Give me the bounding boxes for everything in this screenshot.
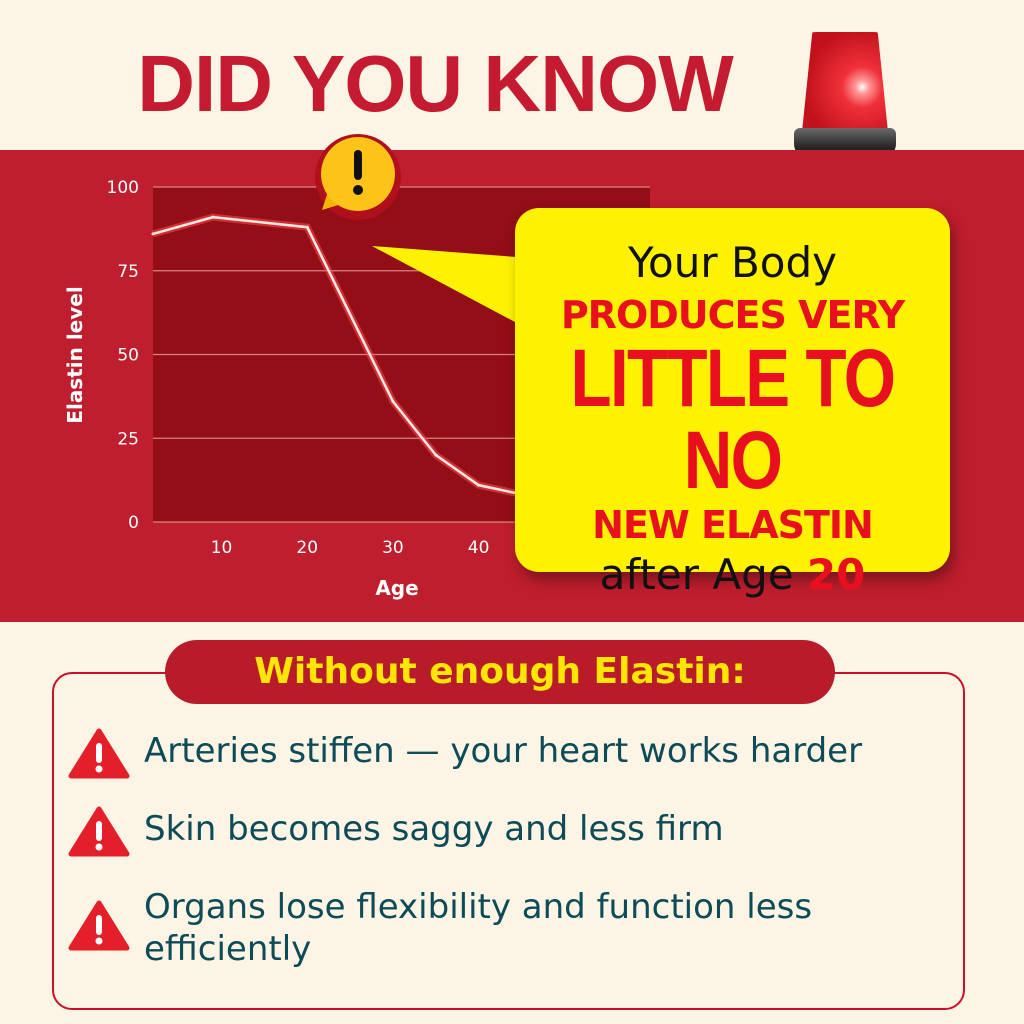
data-point [305, 225, 309, 229]
police-siren-icon [790, 28, 900, 160]
x-axis-label: Age [375, 576, 418, 600]
callout-line2: PRODUCES VERY [560, 293, 905, 337]
list-item-text: Skin becomes saggy and less firm [144, 809, 724, 849]
callout-line4: NEW ELASTIN [592, 503, 874, 547]
data-point [151, 232, 155, 236]
warning-triangle-icon [68, 900, 130, 951]
list-item-text: Arteries stiffen — your heart works hard… [144, 731, 863, 771]
exclamation-icon [315, 134, 401, 220]
warning-triangle-icon [68, 806, 130, 857]
list-item: Arteries stiffen — your heart works hard… [68, 728, 944, 780]
list-item-text: Organs lose flexibility and function les… [144, 887, 813, 969]
y-tick-label: 25 [117, 429, 139, 449]
callout-box: Your Body PRODUCES VERY LITTLE TO NO NEW… [515, 208, 950, 596]
list-item: Skin becomes saggy and less firm [68, 806, 944, 858]
y-axis-label: Elastin level [63, 286, 87, 423]
data-point [434, 453, 438, 457]
consequences-heading: Without enough Elastin: [165, 640, 835, 704]
y-tick-label: 50 [117, 346, 139, 366]
x-tick-label: 40 [468, 538, 490, 558]
callout-line1: Your Body [627, 238, 838, 287]
callout-age-number: 20 [806, 550, 866, 599]
x-tick-label: 30 [382, 538, 404, 558]
y-tick-label: 100 [107, 178, 139, 198]
callout-line3: LITTLE TO NO [570, 333, 897, 506]
list-item: Organs lose flexibility and function les… [68, 886, 944, 970]
x-tick-label: 20 [296, 538, 318, 558]
x-tick-label: 10 [211, 538, 233, 558]
warning-triangle-icon [68, 728, 130, 779]
callout-line5: after Age 20 [515, 554, 950, 596]
callout-line5-text: after Age [599, 550, 807, 599]
y-tick-label: 75 [117, 262, 139, 282]
page-title: DID YOU KNOW [137, 39, 733, 128]
data-point [211, 215, 215, 219]
y-tick-label: 0 [128, 513, 139, 533]
callout-pointer [372, 246, 530, 330]
data-point [391, 399, 395, 403]
data-point [477, 483, 481, 487]
